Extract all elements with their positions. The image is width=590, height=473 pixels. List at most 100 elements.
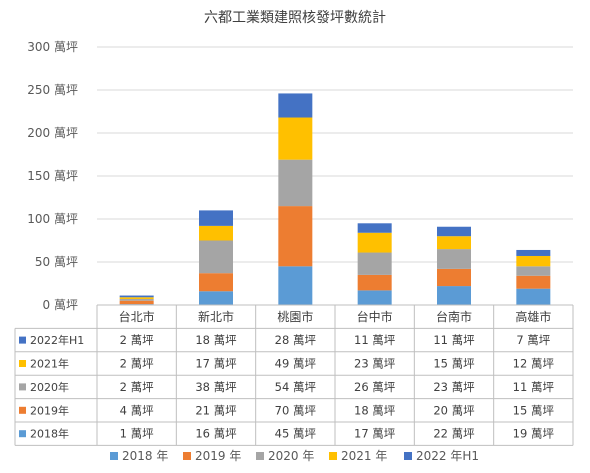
legend-swatch [329,452,337,460]
bar-segment [119,298,154,301]
data-label: 18 萬坪 [195,333,237,347]
data-label: 15 萬坪 [433,357,475,371]
data-label: 11 萬坪 [433,333,475,347]
data-label: 54 萬坪 [275,380,317,394]
data-label: 17 萬坪 [195,357,237,371]
data-label: 19 萬坪 [513,427,555,441]
bar-segment [199,210,233,226]
data-label: 17 萬坪 [354,427,396,441]
legend-swatch [110,452,118,460]
bar-segment [278,266,313,305]
data-label: 1 萬坪 [120,427,154,441]
data-label: 16 萬坪 [195,427,237,441]
bar-segment [278,159,313,207]
data-label: 49 萬坪 [275,357,317,371]
table-row-label: 2020年 [30,380,69,394]
data-label: 4 萬坪 [120,403,154,417]
data-label: 2 萬坪 [120,380,154,394]
legend: 2018 年 2019 年 2020 年 2021 年 2022 年H1 [110,449,479,463]
data-label: 45 萬坪 [275,427,317,441]
legend-label: 2021 年 [341,449,387,463]
bar-segment [119,295,154,298]
table-row-label: 2019年 [30,403,69,417]
y-axis-tick-labels: 0 萬坪 50 萬坪 100 萬坪 150 萬坪 200 萬坪 250 萬坪 300 萬坪 [27,40,78,312]
category-label: 新北市 [198,309,234,324]
y-tick-label: 0 萬坪 [43,298,78,312]
data-label: 7 萬坪 [516,333,550,347]
data-label: 2 萬坪 [120,357,154,371]
data-label: 20 萬坪 [433,403,475,417]
bar-segment [278,117,313,160]
data-label: 28 萬坪 [275,333,317,347]
y-tick-label: 250 萬坪 [27,83,78,97]
bar-segment [199,291,233,305]
bar-segment [119,297,154,299]
bars [119,93,551,305]
data-label: 11 萬坪 [354,333,396,347]
bar-segment [516,288,551,305]
data-label: 23 萬坪 [433,380,475,394]
bar-segment [357,290,392,305]
legend-label: 2022 年H1 [416,449,479,463]
bar-segment [437,249,471,269]
table-legend-key [19,406,26,414]
category-label: 高雄市 [515,309,551,324]
data-label: 2 萬坪 [120,333,154,347]
bar-segment [437,236,471,250]
category-label: 台中市 [357,309,393,324]
bar-segment [199,273,233,292]
legend-swatch [256,452,264,460]
category-label: 台北市 [119,309,155,324]
table-legend-key [19,336,26,344]
table-legend-key [19,360,26,367]
data-table: 台北市 新北市 桃園市 台中市 台南市 高雄市 2022年H1 2 萬坪 18 萬坪 28 萬坪 1… [14,304,574,446]
bar-segment [516,275,551,289]
bar-segment [516,266,551,276]
y-tick-label: 50 萬坪 [35,255,78,269]
bar-segment [437,226,471,237]
data-label: 11 萬坪 [513,380,555,394]
bar-segment [278,206,313,267]
category-label: 台南市 [436,309,472,324]
table-row-label: 2018年 [30,427,69,441]
bar-segment [437,268,471,287]
y-tick-label: 300 萬坪 [27,40,78,54]
bar-segment [516,255,551,267]
legend-label: 2020 年 [268,449,314,463]
table-legend-key [19,430,26,438]
legend-label: 2019 年 [195,449,241,463]
legend-swatch [404,452,412,460]
data-label: 18 萬坪 [354,403,396,417]
bar-segment [357,223,392,233]
bar-segment [199,225,233,241]
bar-segment [357,232,392,253]
data-label: 23 萬坪 [354,357,396,371]
bar-segment [278,93,313,118]
data-label: 70 萬坪 [275,403,317,417]
y-tick-label: 150 萬坪 [27,169,78,183]
legend-swatch [183,452,191,460]
bar-segment [357,252,392,275]
y-tick-label: 100 萬坪 [27,212,78,226]
bar-segment [199,240,233,274]
bar-segment [437,286,471,305]
chart-title: 六都工業類建照核發坪數統計 [204,10,386,26]
table-legend-key [19,383,26,391]
data-label: 12 萬坪 [513,357,555,371]
data-label: 21 萬坪 [195,403,237,417]
table-row-label: 2021年 [30,357,69,371]
gridlines [97,46,573,306]
legend-label: 2018 年 [122,449,168,463]
data-label: 38 萬坪 [195,380,237,394]
table-row-label: 2022年H1 [30,333,84,347]
bar-segment [357,274,392,291]
data-label: 15 萬坪 [513,403,555,417]
data-label: 22 萬坪 [433,427,475,441]
y-tick-label: 200 萬坪 [27,126,78,140]
category-label: 桃園市 [277,309,313,324]
bar-segment [119,300,154,305]
bar-segment [516,249,551,256]
data-label: 26 萬坪 [354,380,396,394]
